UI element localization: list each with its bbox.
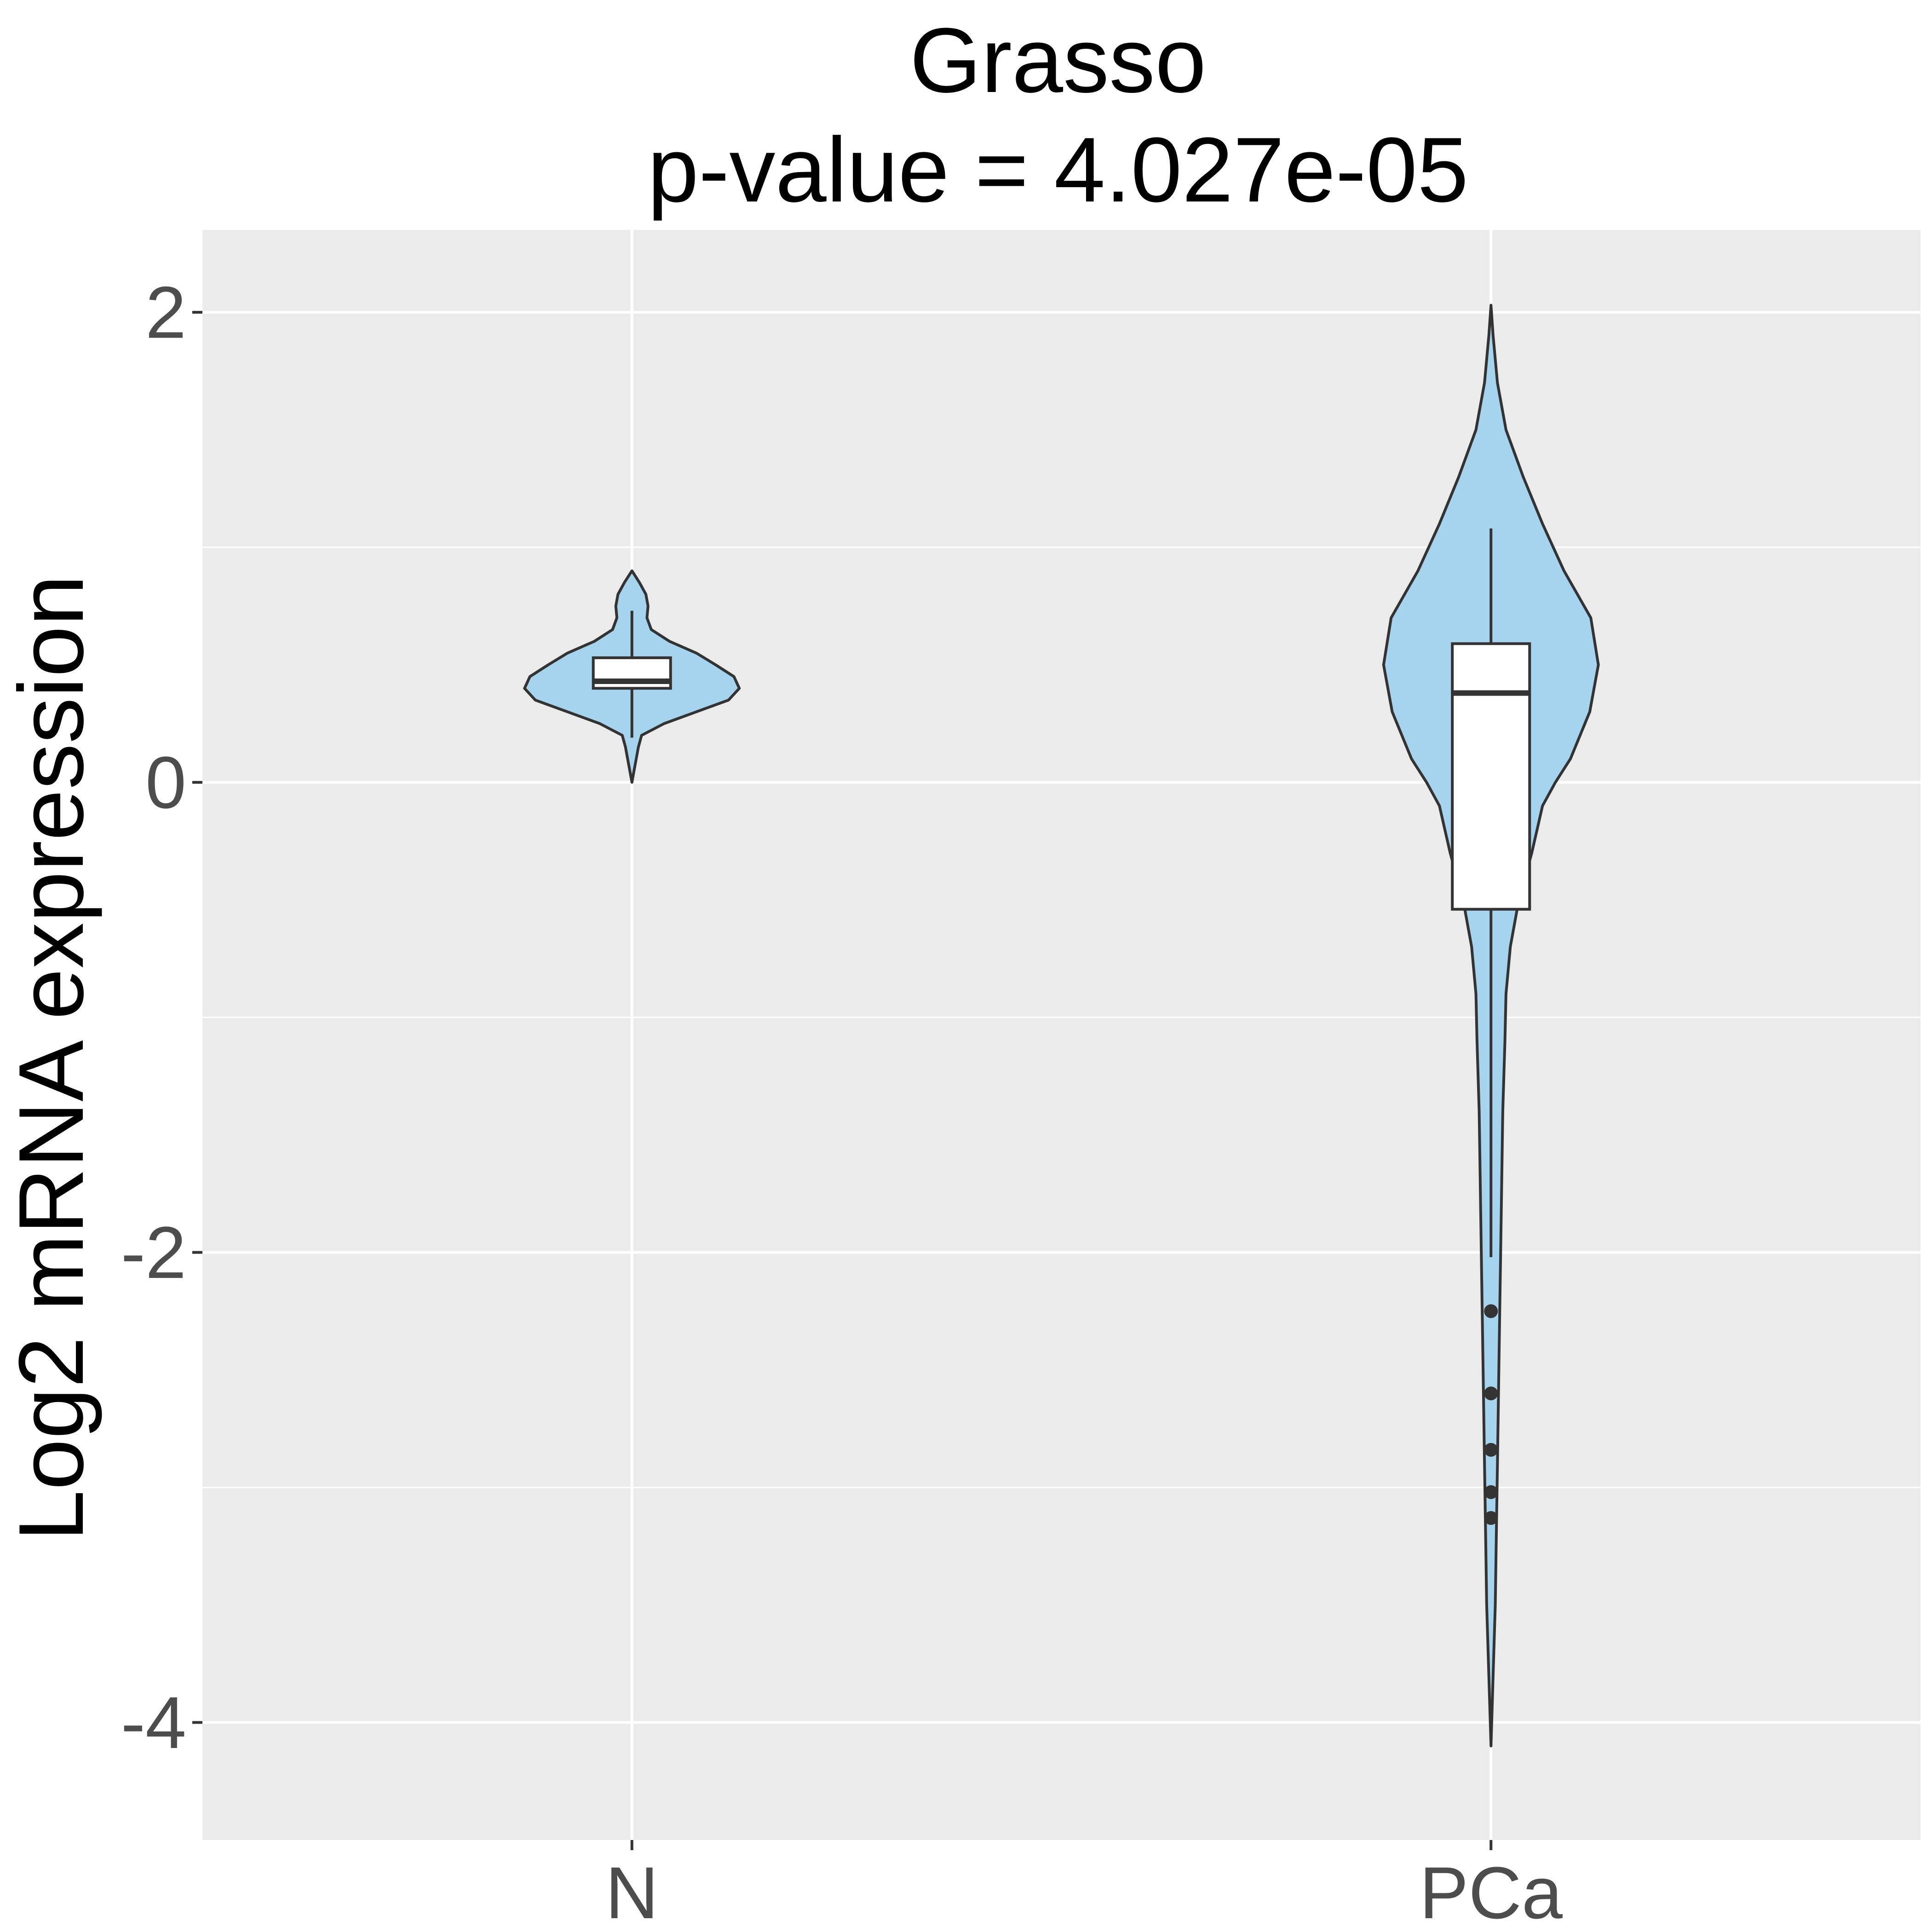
plot-area: 2 0 -2 -4 N PCa xyxy=(121,230,1920,1932)
y-tick-label: -2 xyxy=(121,1211,186,1294)
y-axis-label: Log2 mRNA expression xyxy=(0,575,103,1541)
x-tick-label: N xyxy=(605,1852,659,1932)
x-tick-label: PCa xyxy=(1420,1852,1563,1932)
y-tick-label: -4 xyxy=(121,1681,186,1764)
chart-subtitle: p-value = 4.027e-05 xyxy=(648,119,1469,221)
outlier-point-PCa xyxy=(1484,1511,1498,1525)
chart-title: Grasso xyxy=(910,9,1207,112)
box-PCa xyxy=(1451,642,1531,911)
plot-panel xyxy=(202,230,1920,1840)
outlier-point-PCa xyxy=(1484,1304,1498,1318)
outlier-point-PCa xyxy=(1484,1386,1498,1401)
outlier-point-PCa xyxy=(1484,1485,1498,1499)
y-tick-label: 0 xyxy=(145,741,186,823)
y-tick-label: 2 xyxy=(145,271,186,353)
outlier-point-PCa xyxy=(1484,1443,1498,1457)
